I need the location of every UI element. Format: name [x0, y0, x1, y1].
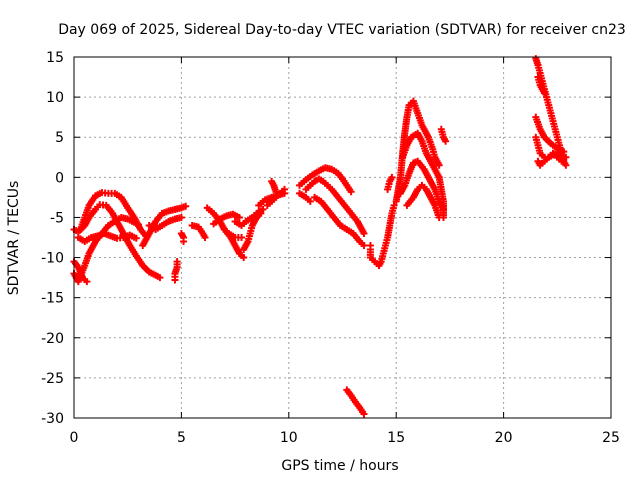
data-point	[182, 202, 190, 210]
series-pass-e	[70, 258, 91, 286]
data-point	[360, 242, 368, 250]
series-pass-m	[220, 225, 246, 241]
series-pass-v	[311, 193, 368, 250]
chart-title: Day 069 of 2025, Sidereal Day-to-day VTE…	[58, 22, 626, 38]
y-tick-label: -20	[41, 331, 64, 347]
series-pass-c	[76, 189, 151, 241]
series-pass-ag	[534, 73, 548, 97]
series-pass-aa	[399, 129, 443, 181]
data-point	[562, 153, 570, 161]
x-tick-label: 20	[495, 430, 513, 446]
series-pass-h	[171, 258, 181, 284]
series-pass-r	[268, 177, 280, 196]
data-point	[272, 188, 280, 196]
y-tick-label: 0	[55, 170, 64, 186]
x-tick-label: 15	[387, 430, 405, 446]
series-pass-w	[343, 386, 368, 418]
y-tick-label: 5	[55, 130, 64, 146]
series-pass-i	[177, 229, 188, 246]
x-tick-label: 5	[177, 430, 186, 446]
y-tick-label: 10	[46, 90, 64, 106]
y-tick-label: -5	[50, 210, 64, 226]
series-pass-x	[366, 201, 398, 270]
series-pass-o	[240, 209, 265, 254]
data-point	[257, 209, 265, 217]
data-point	[540, 89, 548, 97]
x-tick-label: 10	[280, 430, 298, 446]
data-point	[435, 161, 443, 169]
series-pass-ae	[437, 125, 450, 145]
series-pass-ai	[534, 149, 570, 169]
data-point	[306, 197, 314, 205]
data-point	[560, 148, 568, 156]
axis-ticks	[73, 56, 612, 419]
data-point	[156, 274, 164, 282]
x-axis-label: GPS time / hours	[281, 458, 398, 474]
data-point	[171, 276, 179, 284]
data-point	[259, 205, 267, 213]
series-pass-l	[210, 210, 243, 228]
x-tick-label: 0	[70, 430, 79, 446]
y-tick-label: -30	[41, 411, 64, 427]
data-point	[360, 410, 368, 418]
data-point	[281, 185, 289, 193]
data-point	[177, 213, 185, 221]
series-pass-d	[74, 229, 140, 246]
data-point	[439, 213, 447, 221]
data-point	[132, 234, 140, 242]
data-point	[347, 188, 355, 196]
y-tick-label: 15	[46, 50, 64, 66]
data-point	[83, 278, 91, 286]
data-point	[360, 229, 368, 237]
data-point	[388, 173, 396, 181]
series-pass-q	[263, 185, 289, 209]
data-point	[562, 161, 570, 169]
x-tick-label: 25	[602, 430, 620, 446]
y-tick-label: -25	[41, 371, 64, 387]
data-point	[442, 137, 450, 145]
series-pass-y	[384, 173, 396, 193]
tick-labels: 0 5 10 15 20 25 -30 -25 -20 -15 -10 -5 0 5 10 15	[41, 50, 620, 446]
series-pass-g	[145, 213, 185, 233]
data-markers	[70, 55, 570, 418]
grid-lines	[74, 57, 611, 418]
y-axis-label: SDTVAR / TECUs	[6, 181, 22, 296]
y-tick-label: -10	[41, 251, 64, 267]
plot-frame	[73, 56, 612, 419]
data-point	[180, 238, 188, 246]
series-pass-aj	[532, 113, 568, 156]
data-point	[240, 254, 248, 262]
series-pass-j	[188, 221, 209, 241]
series-pass-t	[302, 175, 368, 237]
data-point	[390, 201, 398, 209]
series-pass-u	[296, 189, 314, 205]
data-point	[235, 213, 243, 221]
data-point	[238, 234, 246, 241]
y-tick-label: -15	[41, 291, 64, 307]
data-point	[201, 234, 209, 241]
series-pass-ad	[435, 173, 447, 221]
series-pass-s	[296, 164, 355, 196]
series-pass-n	[231, 205, 267, 229]
